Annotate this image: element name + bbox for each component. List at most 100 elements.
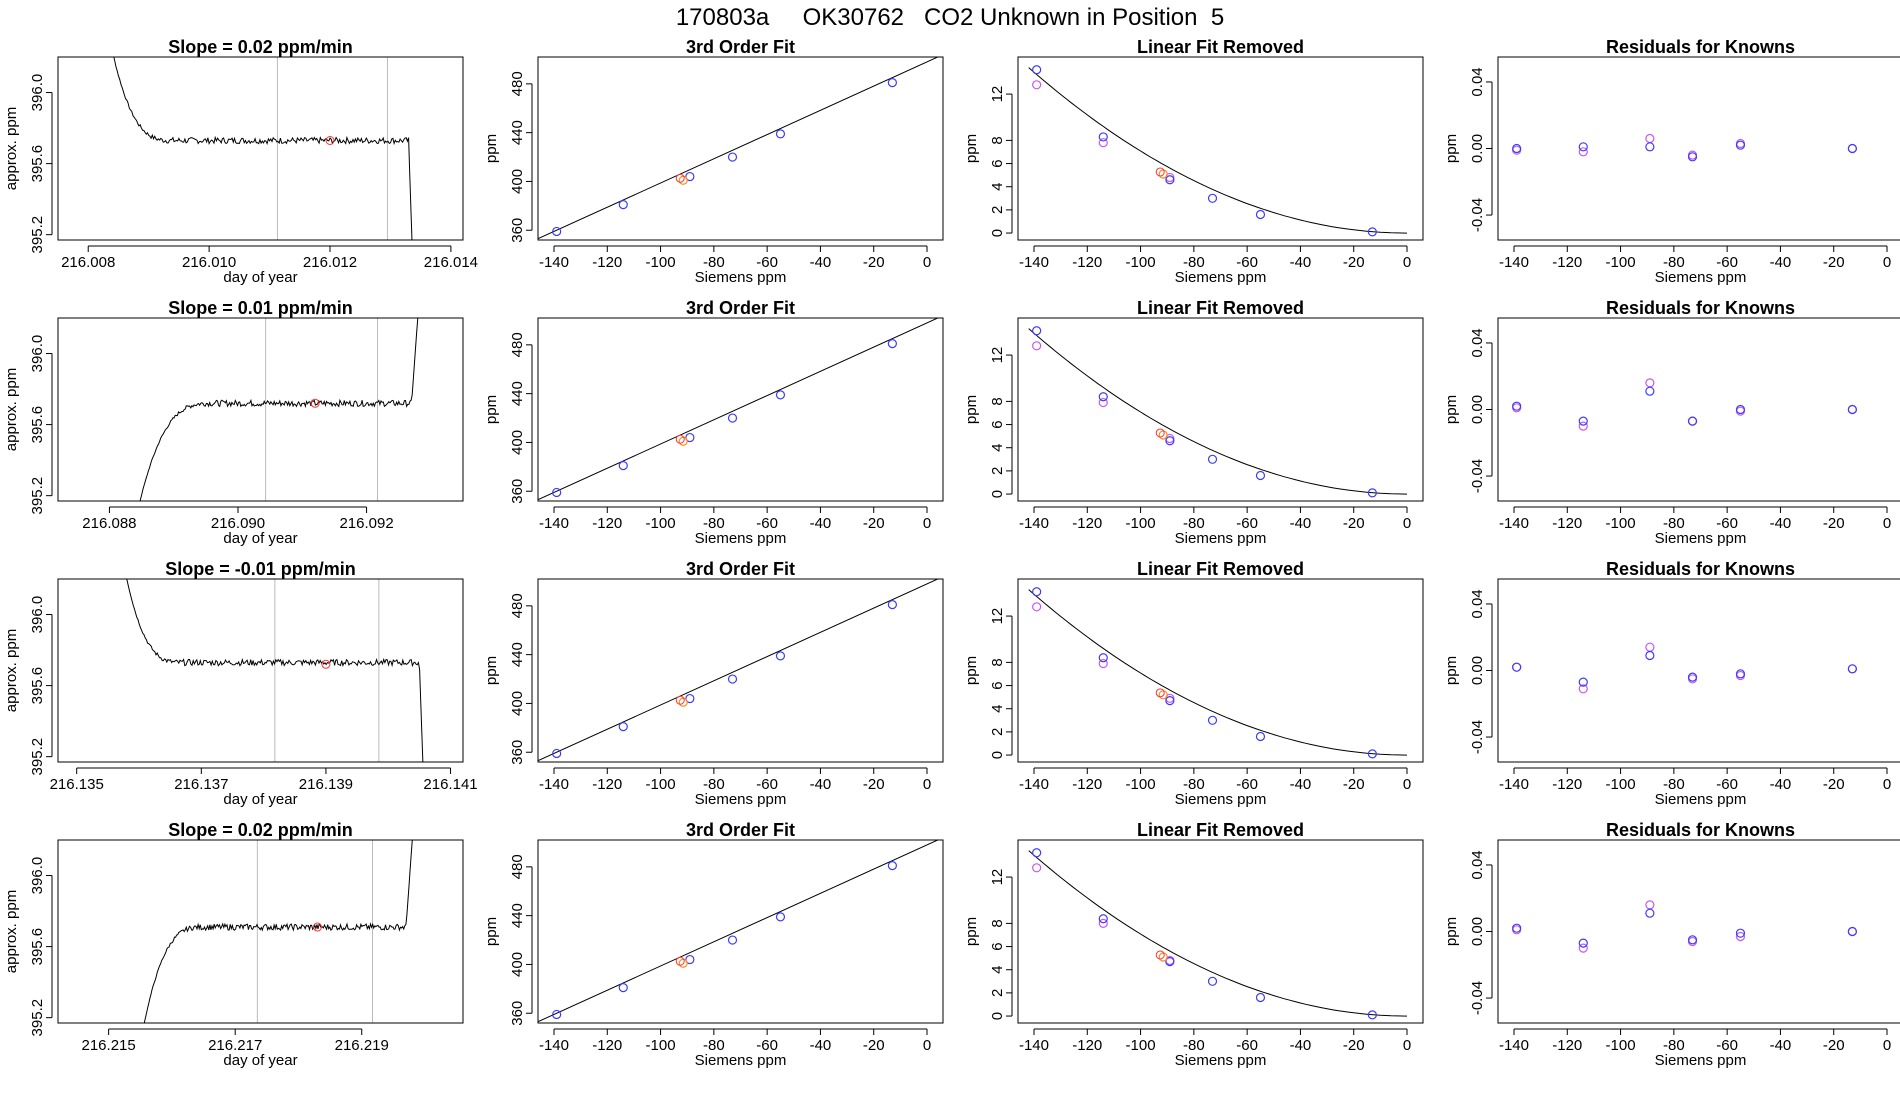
- x-tick-label: 216.090: [211, 515, 265, 532]
- known-point: [1255, 209, 1266, 220]
- known-point-alt: [1032, 863, 1042, 873]
- x-tick-label: -60: [756, 515, 778, 532]
- plot-frame: [1497, 839, 1900, 1024]
- known-point: [1165, 957, 1175, 967]
- known-point: [1645, 908, 1655, 918]
- known-point: [1165, 436, 1175, 446]
- y-tick-label: 400: [509, 169, 526, 194]
- x-tick-label: -140: [1019, 515, 1049, 532]
- x-axis-label: Siemens ppm: [1655, 791, 1747, 808]
- known-point: [618, 200, 628, 210]
- x-tick-label: 216.010: [182, 254, 236, 271]
- known-point-alt: [1578, 147, 1588, 157]
- mean-marker: [321, 659, 331, 669]
- plot-area: [113, 57, 413, 240]
- plot-frame: [537, 839, 944, 1024]
- x-tick-label: -120: [1072, 254, 1102, 271]
- known-point: [1255, 470, 1266, 481]
- plot-area: [1028, 587, 1408, 759]
- plot-area: [1028, 65, 1408, 237]
- x-tick-label: -140: [539, 515, 569, 532]
- x-tick-label: -40: [1290, 515, 1312, 532]
- panel-0-0: Slope = 0.02 ppm/min day of year approx. p…: [3, 37, 478, 286]
- x-tick-label: -120: [1552, 1037, 1582, 1054]
- y-tick-label: 0: [989, 229, 1006, 237]
- x-tick-label: -60: [756, 1037, 778, 1054]
- known-point: [1032, 65, 1042, 75]
- plot-area: [143, 840, 413, 1023]
- plot-area: [1028, 848, 1408, 1020]
- x-tick-label: 0: [1883, 254, 1891, 271]
- x-tick-label: 216.137: [174, 776, 228, 793]
- y-tick-label: 396.0: [29, 335, 46, 373]
- panel-title: Linear Fit Removed: [1137, 298, 1304, 318]
- plot-area: [139, 318, 419, 501]
- panel-title: Linear Fit Removed: [1137, 820, 1304, 840]
- y-tick-label: 6: [989, 942, 1006, 950]
- x-tick-label: 216.135: [50, 776, 104, 793]
- y-tick-label: 4: [989, 966, 1006, 974]
- x-axis-label: Siemens ppm: [695, 530, 787, 547]
- x-tick-label: -20: [1343, 515, 1365, 532]
- unknown-point-alt: [1155, 167, 1165, 177]
- x-tick-label: -120: [592, 254, 622, 271]
- axes: 216.215 216.217 216.219 395.2 395.6 396.0: [29, 857, 389, 1054]
- y-tick-label: 0.04: [1469, 850, 1486, 879]
- known-point: [1098, 653, 1108, 663]
- plot-area: [1512, 133, 1857, 162]
- known-point: [1735, 404, 1746, 415]
- x-tick-label: -40: [1290, 254, 1312, 271]
- x-tick-label: -120: [1072, 776, 1102, 793]
- y-tick-label: 360: [509, 1001, 526, 1026]
- x-axis-label: day of year: [223, 530, 297, 547]
- known-point: [775, 129, 786, 139]
- x-tick-label: 0: [1403, 515, 1411, 532]
- y-tick-label: 480: [509, 71, 526, 96]
- plot-area: [538, 57, 939, 240]
- known-point: [1578, 416, 1588, 426]
- known-point: [775, 912, 786, 922]
- y-tick-label: 440: [509, 642, 526, 667]
- time-series-trace: [113, 57, 413, 240]
- y-tick-label: 0: [989, 1012, 1006, 1020]
- known-point-alt: [1645, 642, 1655, 652]
- x-tick-label: -100: [1606, 1037, 1636, 1054]
- panel-title: Residuals for Knowns: [1606, 298, 1795, 318]
- known-point: [1032, 326, 1042, 336]
- x-tick-label: -120: [592, 1037, 622, 1054]
- y-tick-label: 0.00: [1469, 395, 1486, 424]
- fit-curve: [1028, 589, 1408, 756]
- known-point-alt: [1098, 658, 1108, 669]
- x-tick-label: -60: [756, 776, 778, 793]
- x-tick-label: -40: [810, 515, 832, 532]
- x-axis-label: Siemens ppm: [1175, 269, 1267, 286]
- known-point: [1165, 175, 1175, 185]
- known-point: [1512, 662, 1522, 672]
- x-tick-label: -140: [1019, 776, 1049, 793]
- axes: -140 -120 -100 -80 -60 -40 -20 0 0 2 4 6 8 12: [989, 86, 1411, 271]
- axes: -140 -120 -100 -80 -60 -40 -20 0 0 2 4 6 8 12: [989, 869, 1411, 1054]
- known-point: [1207, 193, 1218, 203]
- x-tick-label: -100: [1606, 515, 1636, 532]
- time-series-trace: [143, 840, 413, 1023]
- plot-area: [538, 840, 939, 1023]
- axes: -140 -120 -100 -80 -60 -40 -20 0 -0.04 0.00 0.04: [1469, 67, 1891, 271]
- panel-title: Slope = 0.02 ppm/min: [168, 820, 353, 840]
- x-tick-label: 0: [1403, 1037, 1411, 1054]
- plot-frame: [1017, 578, 1424, 763]
- known-point: [727, 674, 738, 684]
- known-point: [1207, 715, 1218, 725]
- plot-area: [1512, 378, 1857, 431]
- x-tick-label: 0: [1403, 254, 1411, 271]
- x-tick-label: -40: [1770, 515, 1792, 532]
- x-tick-label: -100: [646, 515, 676, 532]
- known-point: [727, 935, 738, 945]
- plot-frame: [1497, 317, 1900, 502]
- x-tick-label: -140: [539, 254, 569, 271]
- unknown-point: [1158, 169, 1168, 179]
- x-tick-label: -60: [1716, 776, 1738, 793]
